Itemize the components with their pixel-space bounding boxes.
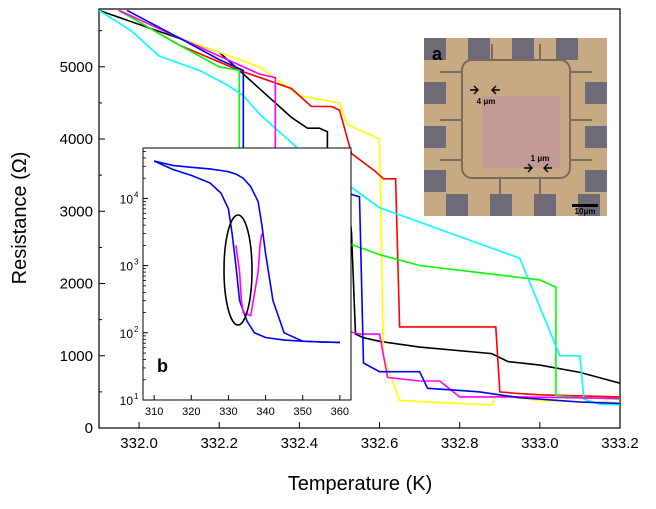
inset-series-heating	[153, 160, 340, 344]
dimension-1um: 1 μm	[531, 154, 550, 163]
x-tick-label: 332.6	[361, 435, 399, 452]
inset-y-tick-exponent: 3	[134, 258, 139, 267]
hysteresis-ellipse	[223, 214, 253, 326]
inset-x-tick-label: 340	[256, 406, 274, 418]
inset-series-cooling	[153, 160, 340, 344]
series-line-red	[118, 9, 621, 398]
inset-y-tick-exponent: 2	[134, 325, 139, 334]
y-tick-label: 3000	[60, 203, 93, 220]
x-tick-label: 332.2	[200, 435, 238, 452]
inset-x-ticks: 310 320 330 340 350 360	[145, 395, 349, 418]
inset-y-tick-label: 10	[120, 327, 134, 341]
inset-x-tick-label: 350	[294, 406, 312, 418]
inset-y-tick-exponent: 4	[134, 190, 139, 199]
y-axis-label: Resistance (Ω)	[9, 152, 31, 285]
inset-x-tick-label: 320	[182, 406, 200, 418]
x-tick-label: 333.0	[521, 435, 559, 452]
x-axis-label: Temperature (K)	[288, 473, 433, 495]
inset-a-micrograph: 4 μm 1 μm 10μm a	[424, 38, 607, 216]
inset-y-tick-label: 10	[120, 394, 134, 408]
x-tick-label: 332.0	[120, 435, 158, 452]
x-tick-label: 333.2	[601, 435, 639, 452]
y-tick-label: 1000	[60, 348, 93, 365]
inset-x-tick-label: 360	[331, 406, 349, 418]
inset-y-tick-label: 10	[120, 260, 134, 274]
scale-bar-label: 10μm	[575, 207, 596, 216]
inset-b-label: b	[157, 356, 168, 376]
inset-x-tick-label: 310	[145, 406, 163, 418]
inset-x-tick-label: 330	[219, 406, 237, 418]
main-x-ticks: 332.0 332.2 332.4 332.6 332.8 333.0 333.2	[120, 422, 639, 452]
inset-a-label: a	[432, 44, 443, 64]
inset-y-tick-exponent: 1	[134, 392, 139, 401]
main-y-ticks: 0 1000 2000 3000 4000 5000	[60, 30, 105, 437]
series-line-blue	[126, 9, 621, 405]
x-tick-label: 332.8	[441, 435, 479, 452]
y-tick-label: 4000	[60, 131, 93, 148]
dimension-4um: 4 μm	[477, 97, 496, 106]
y-tick-label: 0	[85, 420, 93, 437]
y-tick-label: 5000	[60, 59, 93, 76]
inset-b-frame	[142, 147, 352, 401]
x-tick-label: 332.4	[281, 435, 319, 452]
inset-y-tick-label: 10	[120, 192, 134, 206]
y-tick-label: 2000	[60, 276, 93, 293]
